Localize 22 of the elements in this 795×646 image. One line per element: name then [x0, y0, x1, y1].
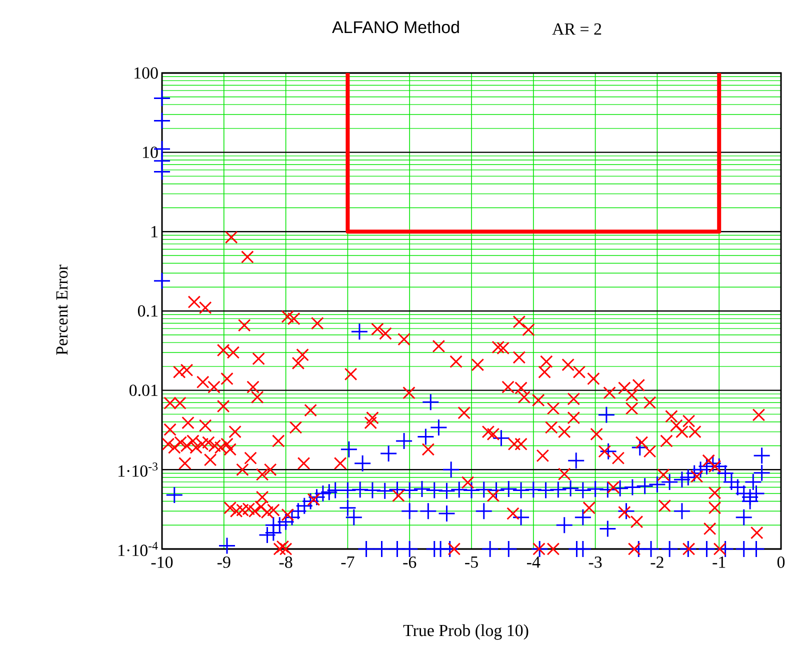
x-tick-label: -6	[403, 556, 416, 568]
x-tick-label: -8	[279, 556, 292, 568]
x-tick-label: -5	[465, 556, 478, 568]
x-tick-label: -2	[650, 556, 664, 568]
y-tick-label: 10	[143, 146, 158, 158]
y-tick-label: 0.01	[129, 384, 158, 396]
x-tick-label: -7	[341, 556, 354, 568]
y-tick-label: 100	[134, 67, 158, 79]
x-tick-label: -4	[526, 556, 540, 568]
x-tick-label: -1	[712, 556, 726, 568]
y-axis-title: Percent Error	[56, 264, 68, 355]
y-tick-label: 1·10$^{-3}$	[118, 462, 158, 477]
y-tick-label: 1	[152, 226, 158, 238]
x-tick-label: -9	[217, 556, 230, 568]
y-tick-label: 1·10$^{-4}$	[118, 542, 158, 556]
x-tick-label: -3	[588, 556, 602, 568]
x-tick-label: 0	[777, 556, 785, 568]
x-tick-label: -10	[151, 556, 173, 568]
y-tick-label: 0.1	[138, 305, 158, 317]
chart-title: ALFANO Method	[332, 20, 459, 34]
x-axis-title: True Prob (log 10)	[403, 624, 528, 640]
text: AR = 2	[552, 23, 602, 35]
